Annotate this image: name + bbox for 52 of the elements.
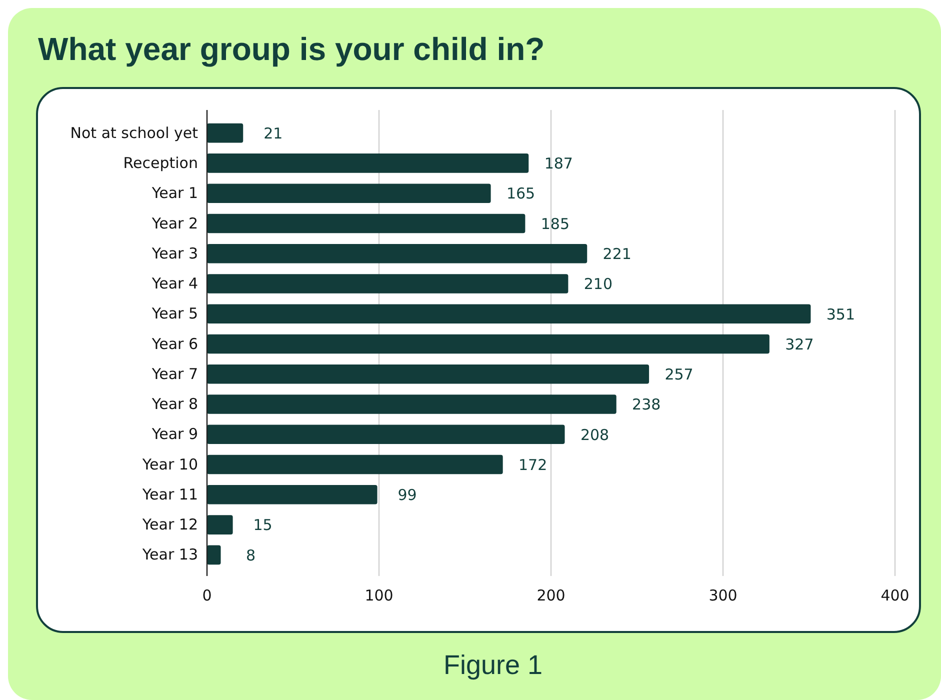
x-tick-label: 100 (364, 586, 394, 605)
chart-title: What year group is your child in? (38, 31, 545, 67)
y-tick-label: Year 4 (150, 274, 198, 293)
data-label: 187 (544, 154, 573, 173)
y-tick-label: Year 7 (150, 364, 198, 383)
bar (207, 244, 588, 264)
y-tick-label: Year 6 (150, 334, 198, 353)
y-tick-label: Year 10 (141, 455, 198, 474)
data-label: 257 (664, 366, 694, 384)
bar (207, 515, 233, 534)
x-tick-label: 200 (536, 586, 566, 605)
y-tick-label: Year 5 (150, 304, 198, 323)
bar (207, 214, 526, 234)
bar (207, 184, 491, 203)
bar (207, 485, 378, 504)
y-tick-label: Year 2 (150, 214, 198, 232)
x-tick-label: 400 (880, 586, 910, 605)
x-tick-label: 0 (202, 586, 212, 605)
data-label: 327 (785, 335, 814, 354)
bar (207, 304, 811, 324)
y-tick-label: Not at school yet (70, 124, 198, 142)
data-label: 185 (540, 214, 570, 233)
y-tick-label: Year 8 (150, 395, 198, 414)
bar (207, 424, 565, 444)
data-label: 210 (584, 275, 613, 294)
y-tick-label: Year 11 (141, 485, 198, 504)
bar (207, 394, 616, 414)
bar (207, 454, 503, 474)
bar (207, 274, 568, 294)
bar (207, 334, 770, 354)
x-tick-label: 300 (708, 586, 738, 605)
data-label: 221 (602, 245, 632, 263)
data-label: 351 (826, 305, 856, 324)
data-label: 238 (632, 396, 661, 414)
bar (207, 364, 650, 384)
caption: Figure 1 (443, 650, 543, 680)
y-tick-label: Reception (123, 154, 198, 172)
y-tick-label: Year 12 (141, 516, 198, 534)
y-tick-label: Year 1 (150, 184, 198, 202)
data-label: 208 (580, 426, 610, 444)
bar (207, 545, 221, 565)
y-tick-label: Year 3 (150, 244, 198, 262)
data-label: 21 (264, 124, 283, 142)
data-label: 172 (518, 456, 548, 474)
bar (207, 123, 244, 143)
y-tick-label: Year 13 (141, 546, 198, 564)
data-label: 99 (398, 486, 417, 504)
data-label: 165 (506, 184, 536, 203)
y-tick-label: Year 9 (150, 425, 198, 444)
bar (207, 154, 529, 173)
data-label: 8 (246, 546, 256, 564)
data-label: 15 (253, 516, 272, 534)
